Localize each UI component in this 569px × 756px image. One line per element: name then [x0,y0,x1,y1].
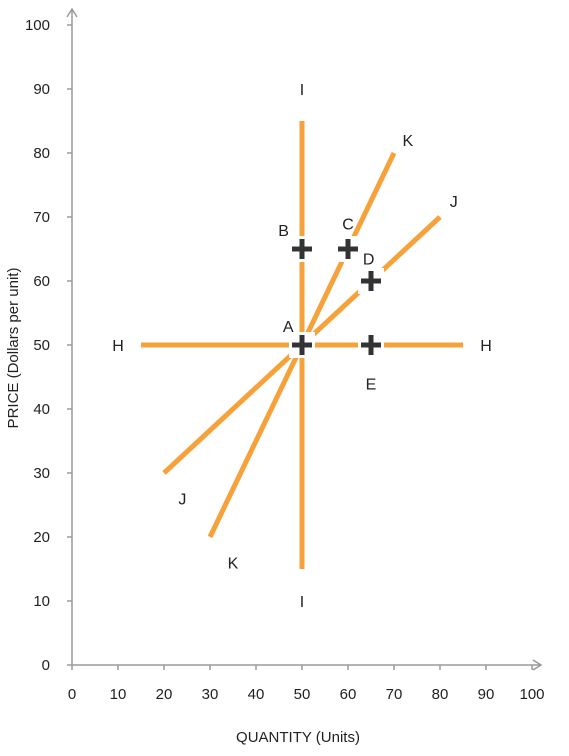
point-a [289,332,315,358]
line-j-label: J [450,194,458,211]
point-a-label: A [283,319,294,336]
point-marker-v [299,335,305,355]
x-tick-label: 40 [248,686,265,703]
y-tick-label: 100 [25,17,50,34]
y-tick-label: 60 [33,273,50,290]
point-marker-v [345,239,351,259]
x-ticks: 0 10 20 30 40 50 60 70 80 90 100 [68,665,545,703]
y-tick-label: 40 [33,401,50,418]
x-tick-label: 70 [386,686,403,703]
point-c [335,236,361,262]
point-c-label: C [342,216,354,233]
y-axis-arrow [66,7,78,18]
x-tick-label: 10 [110,686,127,703]
y-tick-label: 10 [33,593,50,610]
series-labels: H H I I J J K K [112,82,492,611]
y-tick-label: 30 [33,465,50,482]
line-k-label: K [228,556,239,573]
x-axis-arrow [532,659,543,671]
line-i-label: I [300,594,304,611]
y-tick-label: 20 [33,529,50,546]
point-e [358,332,384,358]
point-d-label: D [363,252,375,269]
line-i-label: I [300,82,304,99]
x-tick-label: 90 [478,686,495,703]
x-tick-label: 0 [68,686,76,703]
point-marker-v [299,239,305,259]
y-tick-label: 50 [33,337,50,354]
y-ticks: 0 10 20 30 40 50 60 70 80 90 100 [25,17,72,674]
x-tick-label: 30 [202,686,219,703]
line-h-label: H [112,338,124,355]
x-tick-label: 60 [340,686,357,703]
x-tick-label: 80 [432,686,449,703]
y-axis-title: PRICE (Dollars per unit) [5,268,22,429]
point-marker-v [368,271,374,291]
x-tick-label: 20 [156,686,173,703]
line-h-label: H [480,338,492,355]
x-tick-label: 50 [294,686,311,703]
point-d [358,268,384,294]
axes [66,7,543,671]
line-k-label: K [402,133,413,150]
y-tick-label: 80 [33,145,50,162]
y-tick-label: 90 [33,81,50,98]
point-marker-v [368,335,374,355]
points-layer: A B C D E [278,216,384,393]
point-b [289,236,315,262]
line-j-label: J [178,492,186,509]
point-e-label: E [366,376,377,393]
point-b-label: B [278,223,289,240]
x-axis-title: QUANTITY (Units) [236,729,360,746]
y-tick-label: 70 [33,209,50,226]
y-tick-label: 0 [42,657,50,674]
x-tick-label: 100 [519,686,544,703]
